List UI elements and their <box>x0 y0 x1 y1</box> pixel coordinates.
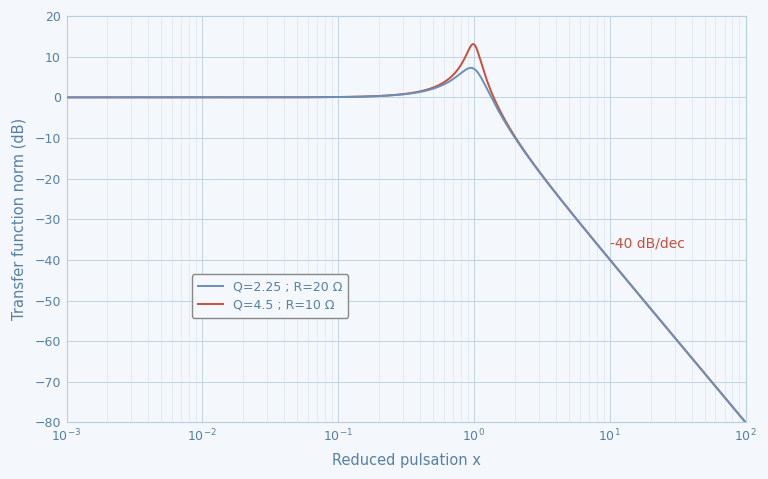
Q=4.5 ; R=10 Ω <box>569 212 578 218</box>
Q=2.25 ; R=20 Ω <box>185 94 194 100</box>
Q=2.25 ; R=20 Ω <box>504 125 513 130</box>
Y-axis label: Transfer function norm (dB): Transfer function norm (dB) <box>11 118 26 320</box>
Q=2.25 ; R=20 Ω <box>569 212 578 218</box>
Q=4.5 ; R=10 Ω <box>468 41 478 47</box>
Q=4.5 ; R=10 Ω <box>185 94 194 100</box>
Q=2.25 ; R=20 Ω <box>466 65 475 71</box>
Q=4.5 ; R=10 Ω <box>621 275 630 281</box>
Q=2.25 ; R=20 Ω <box>741 420 750 425</box>
Q=2.25 ; R=20 Ω <box>469 66 478 71</box>
Line: Q=2.25 ; R=20 Ω: Q=2.25 ; R=20 Ω <box>67 68 746 422</box>
Q=2.25 ; R=20 Ω <box>621 275 630 281</box>
Q=2.25 ; R=20 Ω <box>321 94 330 100</box>
Q=2.25 ; R=20 Ω <box>62 94 71 100</box>
Text: -40 dB/dec: -40 dB/dec <box>610 237 684 251</box>
Q=4.5 ; R=10 Ω <box>469 41 478 47</box>
Q=4.5 ; R=10 Ω <box>504 123 513 129</box>
Legend: Q=2.25 ; R=20 Ω, Q=4.5 ; R=10 Ω: Q=2.25 ; R=20 Ω, Q=4.5 ; R=10 Ω <box>191 274 349 318</box>
X-axis label: Reduced pulsation x: Reduced pulsation x <box>332 453 481 468</box>
Line: Q=4.5 ; R=10 Ω: Q=4.5 ; R=10 Ω <box>67 44 746 422</box>
Q=4.5 ; R=10 Ω <box>62 94 71 100</box>
Q=4.5 ; R=10 Ω <box>741 420 750 425</box>
Q=4.5 ; R=10 Ω <box>321 94 330 100</box>
